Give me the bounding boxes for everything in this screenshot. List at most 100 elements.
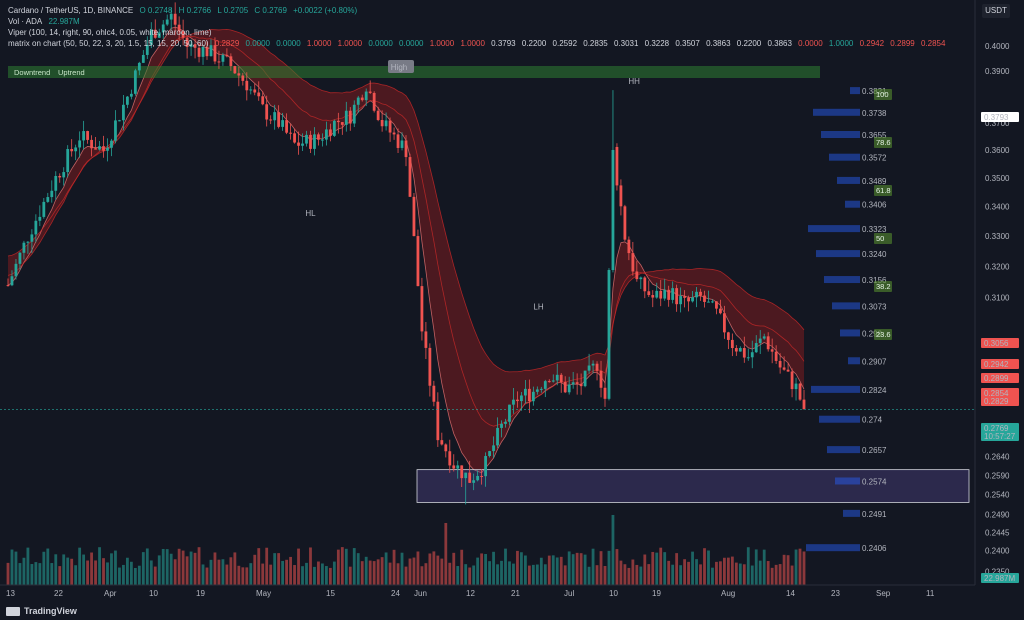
volume-profile-bar: [845, 200, 860, 208]
candle-body: [285, 120, 288, 133]
candle-body: [734, 348, 738, 352]
pivot-label-bg: [388, 59, 414, 73]
volume-bar: [309, 547, 312, 585]
volume-bar: [285, 559, 288, 585]
candle-body: [126, 96, 129, 105]
matrix-value: 0.0000: [245, 39, 270, 48]
candle-body: [217, 61, 221, 63]
matrix-value: 0.2942: [859, 39, 885, 48]
candle-body: [173, 13, 177, 25]
volume-bar: [94, 560, 97, 585]
volume-bar: [460, 549, 464, 585]
price-axis-tick: 0.3500: [985, 174, 1010, 183]
candle-body: [161, 24, 165, 33]
candle-body: [332, 120, 336, 136]
price-tag-countdown: 10:57:27: [984, 432, 1016, 441]
pivot-label: High: [391, 63, 407, 72]
volume-profile-bar: [819, 415, 860, 423]
tv-logo-icon: [6, 607, 20, 616]
volume-profile-bar: [811, 385, 860, 393]
volume-bar: [46, 548, 50, 585]
candle-body: [293, 133, 296, 143]
candle-body: [766, 336, 770, 350]
volume-bar: [34, 562, 38, 585]
candle-body: [189, 44, 193, 47]
candle-body: [559, 374, 563, 382]
candle-body: [54, 175, 58, 191]
candle-body: [22, 242, 26, 253]
volume-bar: [571, 554, 575, 585]
candle-body: [169, 13, 173, 20]
volume-profile-level: 0.3323: [862, 225, 887, 234]
candle-body: [82, 131, 86, 141]
candle-body: [663, 289, 667, 299]
volume-bar: [305, 562, 308, 585]
candle-body: [623, 206, 627, 240]
volume-bar: [671, 564, 675, 585]
volume-bar: [635, 564, 639, 585]
zone-label: 50: [876, 234, 884, 243]
candle-body: [730, 339, 734, 349]
volume-bar: [587, 566, 591, 585]
candle-body: [599, 370, 603, 388]
volume-profile-bar: [816, 250, 860, 258]
candle-body: [679, 296, 683, 305]
close-value: C 0.2769: [254, 6, 287, 15]
matrix-indicator-label[interactable]: matrix on chart (50, 50, 22, 3, 20, 1.5,…: [8, 39, 209, 48]
volume-bar: [157, 555, 161, 585]
candle-body: [233, 66, 237, 74]
volume-bar: [102, 558, 105, 585]
candle-body: [181, 31, 185, 38]
candle-body: [484, 456, 487, 477]
volume-label[interactable]: Vol · ADA: [8, 17, 43, 26]
volume-bar: [754, 549, 758, 585]
volume-bar: [798, 548, 802, 585]
volume-bar: [567, 551, 571, 585]
candle-body: [464, 472, 468, 479]
ribbon-line: [7, 28, 805, 373]
candle-body: [388, 120, 392, 133]
volume-bar: [778, 564, 782, 585]
time-axis-label: 21: [511, 589, 520, 598]
matrix-value: 0.3507: [675, 39, 700, 48]
volume-bar: [78, 547, 82, 585]
high-value: H 0.2766: [178, 6, 212, 15]
viper-line: Viper (100, 14, right, 90, ohlc4, 0.05, …: [8, 28, 216, 38]
viper-indicator-label[interactable]: Viper (100, 14, right, 90, ohlc4, 0.05, …: [8, 28, 212, 37]
symbol-name[interactable]: Cardano / TetherUS, 1D, BINANCE: [8, 6, 134, 15]
currency-button[interactable]: USDT: [982, 4, 1010, 18]
candle-body: [62, 172, 66, 178]
volume-bar: [281, 560, 285, 585]
candle-body: [269, 119, 273, 121]
volume-bar: [181, 550, 185, 585]
time-axis: 13 22 Apr 10 19 May 15 24 Jun 12 21 Jul 10 19 Aug 14 23 S…: [0, 584, 975, 598]
candle-body: [384, 120, 388, 127]
tradingview-logo: TradingView: [6, 606, 77, 616]
candle-body: [675, 288, 679, 305]
volume-bar: [253, 554, 257, 585]
candle-body: [225, 54, 229, 57]
candle-body: [432, 385, 436, 402]
candle-body: [619, 185, 623, 207]
volume-bar: [257, 548, 261, 585]
volume-bar: [496, 564, 499, 585]
volume-bar: [488, 561, 491, 585]
candle-body: [444, 444, 448, 452]
volume-bar: [201, 564, 205, 585]
volume-profile-bar: [835, 477, 860, 485]
volume-bar: [440, 558, 444, 585]
volume-profile-level: 0.3156: [862, 276, 887, 285]
volume-bar: [153, 566, 157, 585]
matrix-value: 0.0000: [399, 39, 424, 48]
matrix-value: 0.3793: [491, 39, 516, 48]
candle-body: [360, 97, 364, 101]
volume-bar: [516, 550, 519, 585]
volume-bar: [241, 567, 245, 585]
candle-body: [583, 370, 587, 387]
candle-body: [535, 389, 539, 392]
trend-band-bg: [8, 66, 820, 78]
volume-profile-level: 0.299: [862, 329, 883, 338]
zone-label-bg: [874, 89, 892, 100]
candle-body: [368, 91, 372, 93]
